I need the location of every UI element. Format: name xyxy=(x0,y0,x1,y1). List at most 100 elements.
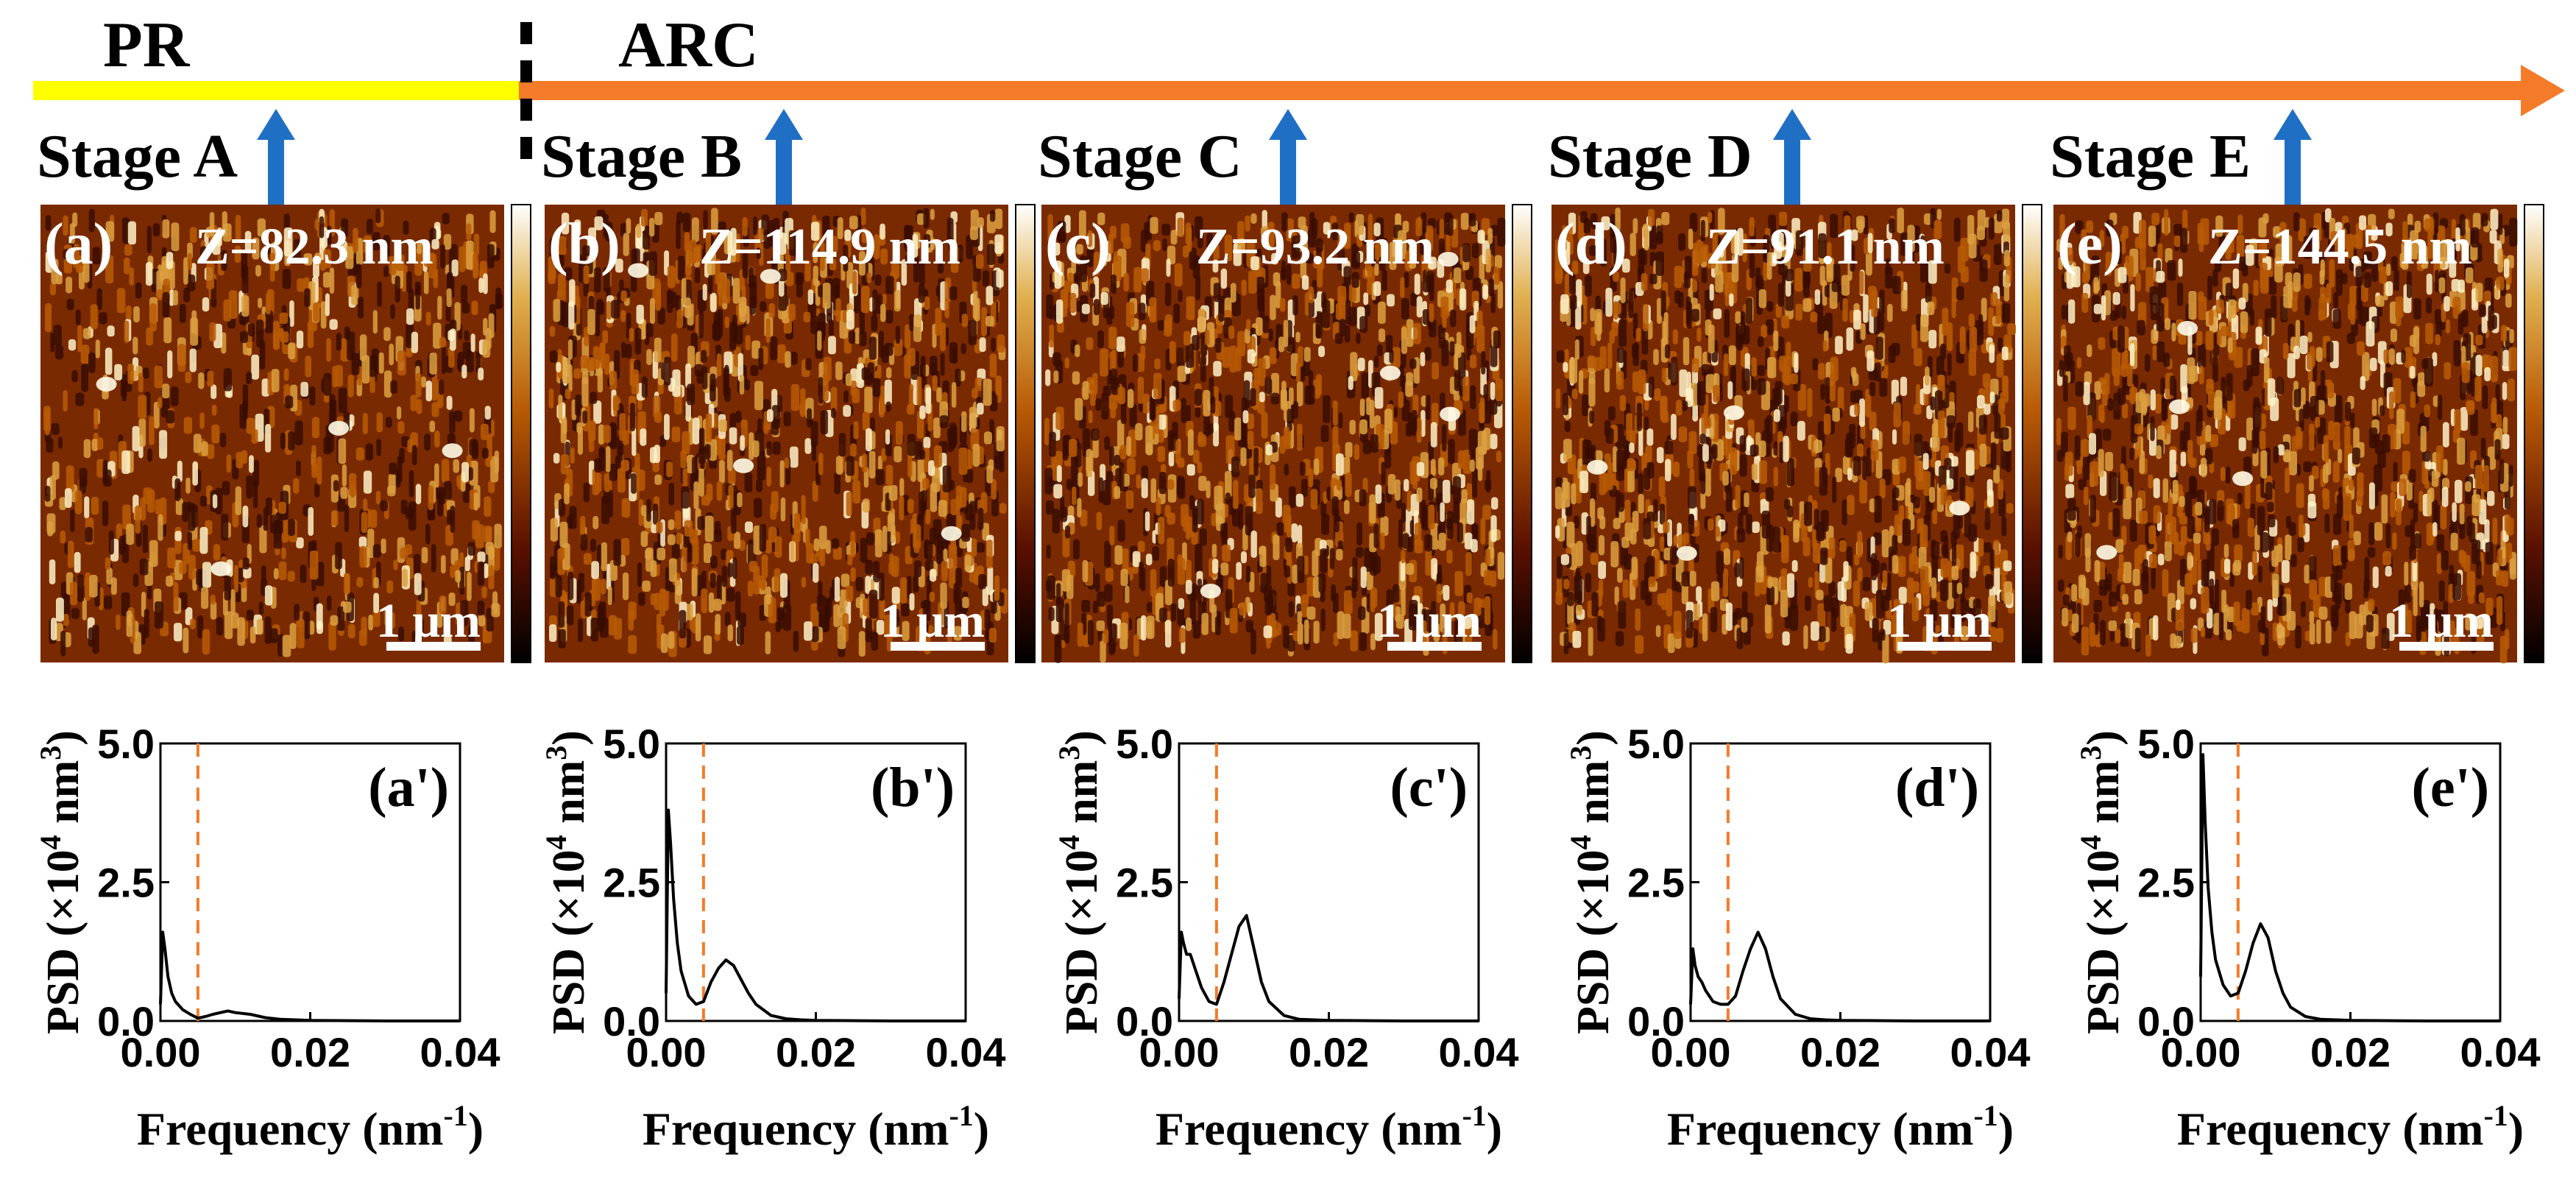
stage-marker-arrow-head xyxy=(1269,109,1307,140)
scale-bar-label: 1 μm xyxy=(2389,594,2494,648)
psd-panel-label: (b') xyxy=(871,757,955,819)
z-range-label: Z=82.3 nm xyxy=(195,219,434,275)
afm-panel: Stage C (c) Z=93.2 nm 1 μm xyxy=(1038,109,1532,663)
y-tick-label: 5.0 xyxy=(97,721,155,767)
y-tick-label: 2.5 xyxy=(97,860,155,906)
psd-chart-row: 0.00 0.02 0.04 0.0 2.5 5.0 (a') Frequency (nm-1… xyxy=(34,721,2541,1155)
stage-marker-arrow-shaft xyxy=(1784,136,1800,210)
z-range-label: Z=93.2 nm xyxy=(1196,219,1434,275)
scale-bar-label: 1 μm xyxy=(880,594,985,648)
afm-texture xyxy=(1044,210,1506,663)
x-axis-label: Frequency (nm-1) xyxy=(137,1099,484,1155)
stage-label: Stage A xyxy=(37,122,238,191)
stage-label: Stage C xyxy=(1038,122,1242,191)
scale-bar-label: 1 μm xyxy=(1377,594,1482,648)
y-tick-label: 2.5 xyxy=(2137,860,2195,906)
psd-panel-label: (a') xyxy=(368,757,449,819)
x-axis-label: Frequency (nm-1) xyxy=(1667,1099,2014,1155)
psd-series-line xyxy=(1689,930,1990,1022)
y-tick-label: 2.5 xyxy=(603,860,660,906)
x-tick-label: 0.04 xyxy=(1950,1029,2031,1075)
colorbar xyxy=(1512,204,1532,663)
x-tick-label: 0.00 xyxy=(626,1029,707,1075)
arc-bar xyxy=(519,81,2528,100)
stage-marker-arrow-head xyxy=(765,109,803,140)
psd-chart: 0.00 0.02 0.04 0.0 2.5 5.0 (e') Frequency (nm-1… xyxy=(2074,721,2541,1155)
y-tick-label: 5.0 xyxy=(2137,721,2195,767)
panel-label: (b) xyxy=(548,212,620,277)
stage-marker-arrow-shaft xyxy=(1280,136,1296,210)
colorbar xyxy=(1015,204,1036,663)
x-axis-label: Frequency (nm-1) xyxy=(1156,1099,1502,1155)
stage-label: Stage D xyxy=(1548,122,1752,191)
x-tick-label: 0.02 xyxy=(1289,1029,1369,1075)
x-tick-label: 0.00 xyxy=(2161,1029,2241,1075)
y-axis-label: PSD (×104 nm3) xyxy=(1052,730,1107,1034)
y-tick-label: 5.0 xyxy=(1627,721,1685,767)
x-tick-label: 0.00 xyxy=(121,1029,201,1075)
scale-bar xyxy=(1897,642,1992,651)
scale-bar xyxy=(2399,642,2494,651)
y-tick-label: 0.0 xyxy=(97,998,155,1045)
x-tick-label: 0.02 xyxy=(2310,1029,2391,1075)
timeline: PR ARC xyxy=(33,10,2565,169)
y-tick-label: 2.5 xyxy=(1116,860,1173,906)
y-tick-label: 0.0 xyxy=(1627,998,1685,1045)
scale-bar-label: 1 μm xyxy=(376,594,481,648)
scale-bar xyxy=(891,642,985,651)
afm-texture xyxy=(1554,208,2016,664)
y-tick-label: 0.0 xyxy=(2137,998,2195,1045)
afm-panel: Stage D (d) Z=91.1 nm 1 μm xyxy=(1548,109,2042,664)
z-range-label: Z=91.1 nm xyxy=(1706,219,1945,275)
phase-pr-label: PR xyxy=(103,10,191,81)
stage-marker-arrow-shaft xyxy=(2285,136,2301,210)
pr-bar xyxy=(33,81,519,100)
afm-texture xyxy=(2056,208,2518,664)
panel-label: (a) xyxy=(44,212,113,277)
psd-series-line xyxy=(159,930,460,1022)
scale-bar xyxy=(386,642,481,651)
stage-marker-arrow-head xyxy=(257,109,295,140)
arc-arrow-head xyxy=(2521,65,2565,116)
stage-label: Stage E xyxy=(2050,122,2251,191)
x-tick-label: 0.04 xyxy=(1439,1029,1519,1075)
colorbar xyxy=(2524,204,2544,663)
x-tick-label: 0.04 xyxy=(420,1029,500,1075)
psd-panel-label: (c') xyxy=(1390,757,1468,819)
psd-series-line xyxy=(1178,913,1479,1022)
y-tick-label: 0.0 xyxy=(1116,998,1173,1045)
y-axis-label: PSD (×104 nm3) xyxy=(34,730,88,1034)
colorbar xyxy=(2022,204,2042,663)
x-tick-label: 0.04 xyxy=(926,1029,1006,1075)
psd-chart: 0.00 0.02 0.04 0.0 2.5 5.0 (a') Frequency (nm-1… xyxy=(34,721,500,1155)
stage-marker-arrow-head xyxy=(1773,109,1811,140)
panel-label: (e) xyxy=(2057,212,2123,277)
stage-marker-arrow-shaft xyxy=(268,136,284,210)
psd-series-line xyxy=(2199,753,2500,1022)
y-axis-label: PSD (×104 nm3) xyxy=(2074,730,2129,1034)
x-tick-label: 0.02 xyxy=(776,1029,856,1075)
afm-texture xyxy=(548,208,1008,657)
x-tick-label: 0.00 xyxy=(1139,1029,1220,1075)
stage-label: Stage B xyxy=(541,122,742,191)
psd-chart: 0.00 0.02 0.04 0.0 2.5 5.0 (d') Frequency (nm-1… xyxy=(1564,721,2031,1155)
y-axis-label: PSD (×104 nm3) xyxy=(1564,730,1618,1034)
z-range-label: Z=114.9 nm xyxy=(699,219,960,275)
scale-bar-label: 1 μm xyxy=(1887,594,1992,648)
afm-panel: Stage B (b) Z=114.9 nm 1 μm xyxy=(541,109,1036,663)
afm-panel: Stage E (e) Z=144.5 nm 1 μm xyxy=(2050,109,2544,664)
panel-label: (c) xyxy=(1045,212,1111,277)
x-tick-label: 0.02 xyxy=(1800,1029,1880,1075)
afm-texture xyxy=(43,208,503,657)
y-tick-label: 5.0 xyxy=(603,721,660,767)
x-tick-label: 0.02 xyxy=(270,1029,350,1075)
x-tick-label: 0.04 xyxy=(2460,1029,2541,1075)
psd-series-line xyxy=(665,808,966,1022)
stage-marker-arrow-head xyxy=(2274,109,2312,140)
psd-panel-label: (e') xyxy=(2412,757,2489,819)
x-tick-label: 0.00 xyxy=(1651,1029,1731,1075)
x-axis-label: Frequency (nm-1) xyxy=(2177,1099,2524,1155)
stage-marker-arrow-shaft xyxy=(776,136,792,210)
y-tick-label: 0.0 xyxy=(603,998,660,1045)
panel-row: Stage A (a) Z=82.3 nm 1 μm Stage B (b) Z=114.9… xyxy=(37,109,2544,664)
